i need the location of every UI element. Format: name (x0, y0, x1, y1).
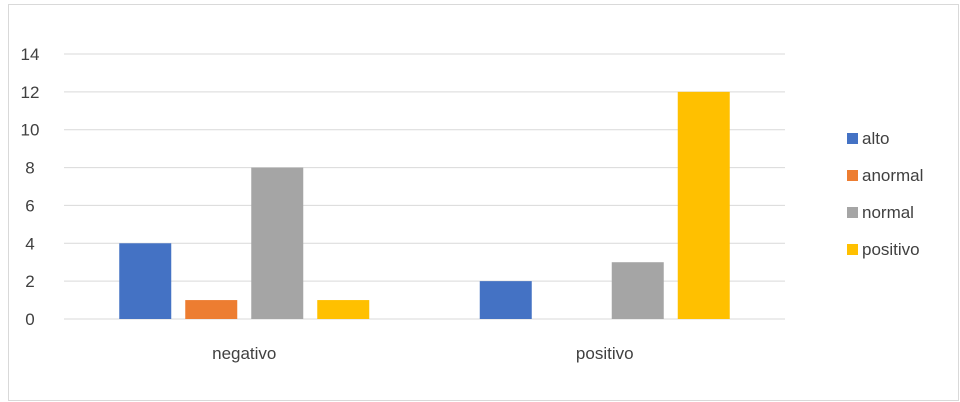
x-axis-categories: negativo positivo (212, 344, 633, 363)
bar-alto-positivo (479, 281, 532, 319)
y-tick-label: 2 (25, 272, 34, 291)
x-category-label: negativo (212, 344, 276, 363)
bar-alto-negativo (119, 243, 172, 319)
legend-label: alto (862, 129, 889, 148)
x-category-label: positivo (576, 344, 634, 363)
legend: alto anormal normal positivo (847, 129, 923, 259)
legend-swatch-anormal (847, 170, 858, 181)
bars (119, 91, 730, 319)
legend-swatch-alto (847, 133, 858, 144)
bar-anormal-negativo (185, 300, 238, 319)
y-axis-ticks: 0 2 4 6 8 10 12 14 (21, 45, 40, 329)
bar-normal-negativo (251, 167, 304, 319)
legend-label: normal (862, 203, 914, 222)
y-tick-label: 8 (25, 159, 34, 178)
bar-normal-positivo (611, 262, 664, 319)
chart-area (8, 4, 959, 401)
legend-swatch-positivo (847, 244, 858, 255)
y-tick-label: 0 (25, 310, 34, 329)
y-tick-label: 4 (25, 234, 34, 253)
y-tick-label: 10 (21, 121, 40, 140)
legend-label: positivo (862, 240, 920, 259)
legend-swatch-normal (847, 207, 858, 218)
legend-label: anormal (862, 166, 923, 185)
bar-positivo-positivo (677, 91, 730, 319)
y-tick-label: 6 (25, 196, 34, 215)
gridlines (64, 53, 785, 320)
y-tick-label: 12 (21, 83, 40, 102)
bar-positivo-negativo (317, 300, 370, 319)
y-tick-label: 14 (21, 45, 40, 64)
